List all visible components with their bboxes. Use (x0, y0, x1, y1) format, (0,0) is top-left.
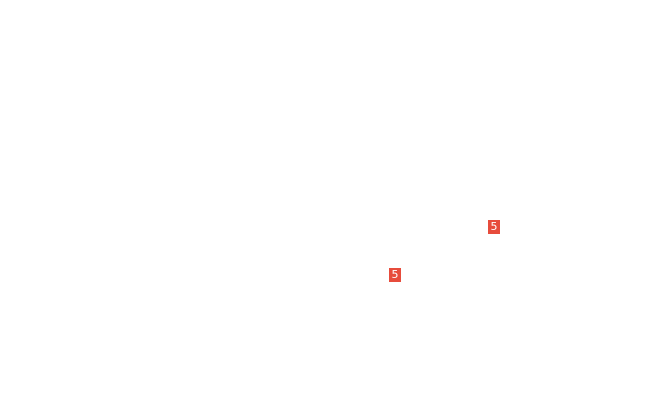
cluster-marker-badge[interactable]: 5 (389, 268, 401, 282)
cluster-marker-badge[interactable]: 5 (488, 220, 500, 234)
